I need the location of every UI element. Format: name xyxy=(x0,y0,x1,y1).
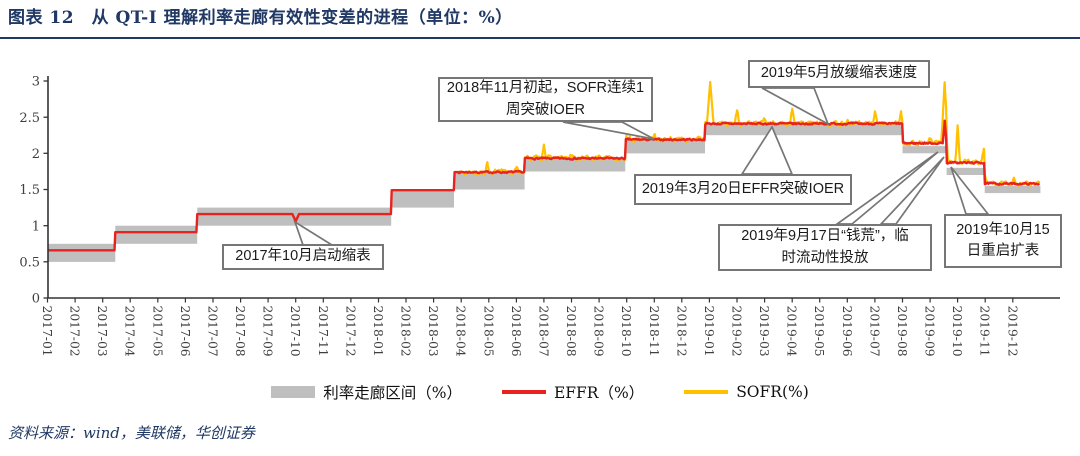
svg-text:2018-10: 2018-10 xyxy=(619,306,633,357)
annotation-restart-expansion: 2019年10月15 日重启扩表 xyxy=(944,214,1062,268)
svg-text:2018-11: 2018-11 xyxy=(647,306,661,357)
svg-text:2019-10: 2019-10 xyxy=(950,306,964,357)
legend-item-effr: EFFR（%） xyxy=(501,381,645,403)
sofr-line-swatch xyxy=(684,390,729,394)
svg-text:2019-04: 2019-04 xyxy=(785,306,799,357)
svg-text:2017-03: 2017-03 xyxy=(95,306,109,357)
svg-text:2019-09: 2019-09 xyxy=(923,306,937,357)
legend-label-corridor: 利率走廊区间（%） xyxy=(323,384,462,402)
svg-text:2019-01: 2019-01 xyxy=(702,306,716,357)
svg-text:2018-09: 2018-09 xyxy=(592,306,606,357)
legend-label-sofr: SOFR(%) xyxy=(736,383,809,401)
svg-text:2018-06: 2018-06 xyxy=(509,306,523,357)
svg-text:2018-01: 2018-01 xyxy=(371,306,385,357)
svg-text:2017-07: 2017-07 xyxy=(206,306,220,357)
svg-text:2017-12: 2017-12 xyxy=(343,306,357,357)
svg-text:2018-12: 2018-12 xyxy=(674,306,688,357)
legend-label-effr: EFFR（%） xyxy=(553,384,645,402)
svg-text:3: 3 xyxy=(32,75,40,90)
svg-text:2019-05: 2019-05 xyxy=(812,306,826,357)
chart-legend: 利率走廊区间（%） EFFR（%） SOFR(%) xyxy=(0,381,1080,403)
svg-text:1: 1 xyxy=(32,219,40,234)
svg-text:0.5: 0.5 xyxy=(19,255,40,270)
figure-title: 图表 12 从 QT-I 理解利率走廊有效性变差的进程（单位：%） xyxy=(8,8,513,28)
svg-text:2018-02: 2018-02 xyxy=(399,306,413,357)
svg-text:2018-04: 2018-04 xyxy=(454,306,468,357)
annotation-repo-money-squeeze: 2019年9月17日“钱荒”，临 时流动性投放 xyxy=(718,224,932,271)
annotation-taper-start: 2017年10月启动缩表 xyxy=(222,244,384,270)
source-note: 资料来源：wind，美联储，华创证券 xyxy=(8,424,255,442)
annotation-effr-breaks-ioer: 2019年3月20日EFFR突破IOER xyxy=(634,174,852,205)
svg-text:2018-05: 2018-05 xyxy=(481,306,495,357)
svg-text:2019-03: 2019-03 xyxy=(757,306,771,357)
title-divider xyxy=(0,37,1080,39)
svg-text:2019-08: 2019-08 xyxy=(895,306,909,357)
svg-text:2.5: 2.5 xyxy=(19,111,40,126)
svg-text:2018-08: 2018-08 xyxy=(564,306,578,357)
svg-text:2017-06: 2017-06 xyxy=(178,306,192,357)
svg-text:2019-12: 2019-12 xyxy=(1005,306,1019,357)
svg-text:2017-10: 2017-10 xyxy=(288,306,302,357)
legend-item-sofr: SOFR(%) xyxy=(684,383,809,401)
svg-text:2017-04: 2017-04 xyxy=(123,306,137,357)
svg-text:2017-08: 2017-08 xyxy=(233,306,247,357)
svg-text:2017-11: 2017-11 xyxy=(316,306,330,357)
svg-text:2017-02: 2017-02 xyxy=(68,306,82,357)
svg-text:2019-11: 2019-11 xyxy=(978,306,992,357)
effr-line-swatch xyxy=(501,390,546,394)
svg-text:2: 2 xyxy=(32,147,40,162)
svg-text:2019-06: 2019-06 xyxy=(840,306,854,357)
svg-text:2018-07: 2018-07 xyxy=(536,306,550,357)
svg-text:2017-05: 2017-05 xyxy=(150,306,164,357)
legend-item-corridor: 利率走廊区间（%） xyxy=(271,381,462,403)
corridor-band-swatch xyxy=(271,386,316,398)
svg-text:2018-03: 2018-03 xyxy=(426,306,440,357)
svg-text:2019-02: 2019-02 xyxy=(730,306,744,357)
annotation-slow-taper: 2019年5月放缓缩表速度 xyxy=(748,60,930,88)
svg-text:2019-07: 2019-07 xyxy=(867,306,881,357)
annotation-sofr-breaks-ioer: 2018年11月初起，SOFR连续1 周突破IOER xyxy=(438,77,653,122)
svg-text:0: 0 xyxy=(32,292,40,307)
svg-text:1.5: 1.5 xyxy=(19,183,40,198)
svg-text:2017-01: 2017-01 xyxy=(40,306,54,357)
svg-text:2017-09: 2017-09 xyxy=(261,306,275,357)
